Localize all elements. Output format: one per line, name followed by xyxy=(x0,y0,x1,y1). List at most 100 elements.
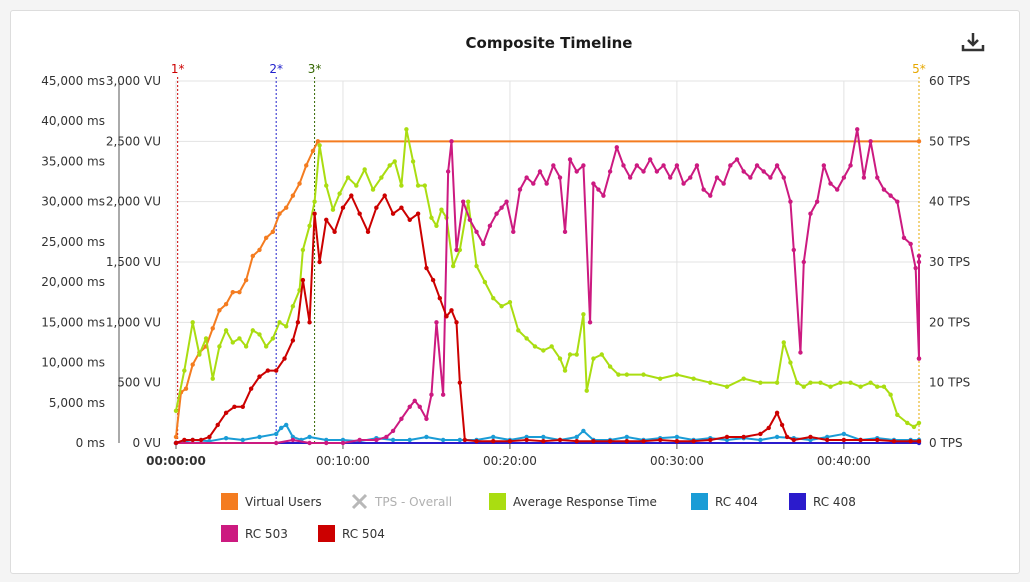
data-point xyxy=(581,312,586,317)
data-point xyxy=(541,434,546,440)
data-point xyxy=(614,145,619,150)
data-point xyxy=(641,372,646,377)
tps-tick-label: 0 TPS xyxy=(929,436,963,450)
data-point xyxy=(454,247,459,253)
data-point xyxy=(390,428,396,434)
data-point xyxy=(868,380,873,385)
data-point xyxy=(721,181,726,186)
legend-item-average-response-time[interactable]: Average Response Time xyxy=(489,493,657,510)
data-point xyxy=(875,175,880,180)
data-point xyxy=(524,336,529,341)
legend-item-rc-408[interactable]: RC 408 xyxy=(789,493,856,510)
data-point xyxy=(507,438,513,444)
vu-tick-label: 2,500 VU xyxy=(106,134,161,148)
data-point xyxy=(681,181,686,186)
data-point xyxy=(439,207,444,212)
legend-item-rc-503[interactable]: RC 503 xyxy=(221,525,288,542)
series-line xyxy=(176,128,920,444)
data-point xyxy=(841,437,847,443)
ms-tick-label: 35,000 ms xyxy=(41,154,105,168)
data-point xyxy=(223,328,229,333)
legend-item-rc-404[interactable]: RC 404 xyxy=(691,493,758,510)
legend-item-rc-504[interactable]: RC 504 xyxy=(318,525,385,542)
data-point xyxy=(223,410,229,416)
data-point xyxy=(581,428,586,434)
vu-tick-label: 500 VU xyxy=(117,376,161,390)
data-point xyxy=(574,434,579,440)
data-point xyxy=(728,163,733,168)
data-point xyxy=(392,159,397,164)
data-point xyxy=(190,362,195,367)
data-point xyxy=(616,372,621,377)
data-point xyxy=(761,169,766,174)
data-point xyxy=(424,434,429,440)
data-point xyxy=(295,320,301,325)
data-point xyxy=(781,175,786,180)
data-point xyxy=(627,175,633,180)
data-point xyxy=(273,368,279,373)
data-point xyxy=(658,376,663,381)
data-point xyxy=(422,183,427,188)
data-point xyxy=(791,247,796,253)
data-point xyxy=(449,139,454,144)
data-point xyxy=(434,223,439,228)
data-point xyxy=(758,380,763,385)
data-point xyxy=(430,277,436,283)
data-point xyxy=(808,380,813,385)
data-point xyxy=(766,425,771,431)
data-point xyxy=(574,169,579,174)
data-point xyxy=(916,438,922,444)
data-point xyxy=(499,304,504,309)
legend-item-virtual-users[interactable]: Virtual Users xyxy=(221,493,322,510)
data-point xyxy=(217,308,222,313)
legend-label: RC 503 xyxy=(245,527,288,541)
legend-label: TPS - Overall xyxy=(374,495,452,509)
data-point xyxy=(607,364,613,369)
x-tick-label: 00:10:00 xyxy=(316,454,370,468)
data-point xyxy=(457,380,463,385)
data-point xyxy=(708,193,713,198)
data-point xyxy=(290,193,296,198)
data-point xyxy=(337,191,342,196)
data-point xyxy=(624,434,630,440)
data-point xyxy=(916,259,922,265)
data-point xyxy=(310,148,316,154)
data-point xyxy=(340,440,346,446)
data-point xyxy=(429,215,434,220)
data-point xyxy=(424,265,429,271)
data-point xyxy=(399,205,404,210)
x-tick-label: 00:30:00 xyxy=(650,454,704,468)
data-point xyxy=(243,277,249,283)
data-point xyxy=(531,181,536,186)
data-point xyxy=(263,235,269,241)
data-point xyxy=(691,438,696,444)
data-point xyxy=(581,163,586,168)
data-point xyxy=(203,336,209,341)
ms-tick-label: 45,000 ms xyxy=(41,74,105,88)
data-point xyxy=(300,277,306,283)
data-point xyxy=(647,157,653,162)
data-point xyxy=(641,169,646,174)
data-point xyxy=(758,437,763,443)
data-point xyxy=(691,376,696,381)
data-point xyxy=(474,438,479,444)
data-point xyxy=(240,404,245,409)
legend-swatch xyxy=(489,493,506,510)
data-point xyxy=(524,437,529,443)
legend-label: Average Response Time xyxy=(513,495,657,509)
data-point xyxy=(450,263,456,269)
data-point xyxy=(434,320,439,325)
data-point xyxy=(290,304,296,309)
x-tick-label: 00:40:00 xyxy=(817,454,871,468)
data-point xyxy=(674,372,680,377)
data-point xyxy=(407,437,412,443)
legend-item-tps-overall[interactable]: TPS - Overall xyxy=(351,493,452,510)
download-icon[interactable] xyxy=(957,27,989,55)
data-point xyxy=(283,205,289,210)
data-point xyxy=(487,223,493,228)
data-point xyxy=(210,376,215,381)
data-point xyxy=(223,435,229,441)
data-point xyxy=(307,320,312,325)
data-point xyxy=(901,235,907,241)
data-point xyxy=(814,199,820,204)
